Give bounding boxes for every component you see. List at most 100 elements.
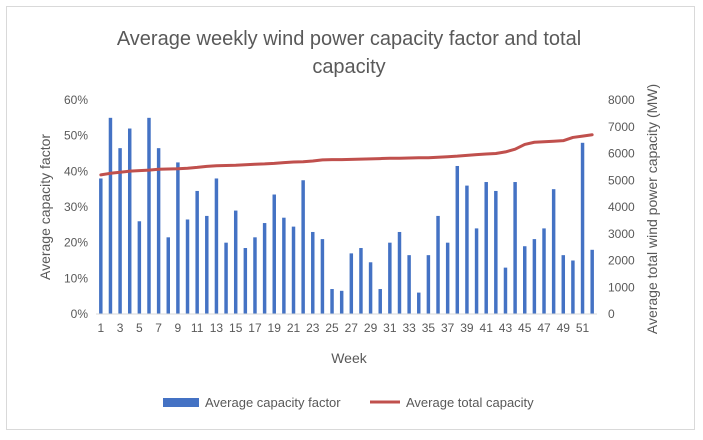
y-left-tick-label: 0% <box>71 307 89 321</box>
bar-week-45 <box>523 246 527 314</box>
x-tick-label: 47 <box>537 321 551 335</box>
bar-week-15 <box>233 210 238 314</box>
bar-week-23 <box>311 231 315 314</box>
x-tick-label: 43 <box>499 321 513 335</box>
bar-week-28 <box>359 248 363 314</box>
bar-week-26 <box>339 290 344 314</box>
y-left-tick-label: 10% <box>64 271 88 285</box>
bar-week-22 <box>301 180 305 314</box>
y-left-tick-label: 40% <box>64 164 88 178</box>
y-right-tick-label: 7000 <box>608 120 635 134</box>
line-series-total-capacity <box>99 133 594 177</box>
y-right-tick-label: 1000 <box>608 280 635 294</box>
bar-week-35 <box>426 255 431 314</box>
bar-week-47 <box>542 228 546 314</box>
bar-week-25 <box>330 289 334 314</box>
bar-week-37 <box>445 242 450 314</box>
bar-week-7 <box>156 148 161 314</box>
bar-week-38 <box>455 165 460 314</box>
x-tick-label: 39 <box>460 321 474 335</box>
y-left-tick-label: 50% <box>64 129 88 143</box>
bar-week-1 <box>99 178 103 314</box>
bar-week-30 <box>378 289 382 314</box>
bar-week-4 <box>127 128 132 314</box>
y-right-tick-label: 5000 <box>608 173 635 187</box>
y-axis-left-title: Average capacity factor <box>37 134 53 280</box>
x-tick-label: 1 <box>97 321 104 335</box>
x-tick-label: 23 <box>306 321 320 335</box>
x-tick-label: 5 <box>136 321 143 335</box>
x-tick-label: 7 <box>155 321 162 335</box>
x-tick-label: 31 <box>383 321 397 335</box>
y-left-tick-label: 20% <box>64 236 88 250</box>
bar-week-29 <box>368 262 373 314</box>
x-tick-label: 17 <box>248 321 262 335</box>
y-right-tick-label: 2000 <box>608 254 635 268</box>
x-tick-label: 11 <box>191 321 204 335</box>
x-tick-label: 41 <box>480 321 494 335</box>
bar-series-capacity-factor <box>99 117 594 314</box>
bar-week-32 <box>397 231 402 314</box>
x-tick-label: 21 <box>287 321 301 335</box>
x-tick-label: 33 <box>402 321 416 335</box>
bar-week-21 <box>291 226 296 314</box>
bar-week-40 <box>474 228 479 314</box>
chart-title-line-2: capacity <box>312 56 385 78</box>
y-right-tick-label: 4000 <box>608 200 635 214</box>
y-axis-right: 0 1000 2000 3000 4000 5000 6000 7000 8000 <box>608 93 635 321</box>
y-axis-right-title: Average total wind power capacity (MW) <box>644 84 660 334</box>
x-tick-label: 19 <box>268 321 282 335</box>
legend-swatch-capacity-factor <box>163 398 199 407</box>
bar-week-2 <box>108 117 113 314</box>
x-tick-label: 37 <box>441 321 455 335</box>
x-axis-title: Week <box>331 350 368 366</box>
bar-week-41 <box>484 182 488 314</box>
x-tick-label: 49 <box>557 321 571 335</box>
bar-week-3 <box>118 148 122 314</box>
bar-week-20 <box>282 217 286 314</box>
bar-week-46 <box>532 239 537 314</box>
bar-week-44 <box>513 182 517 314</box>
line-total-capacity <box>99 133 594 177</box>
bar-week-13 <box>214 178 219 314</box>
chart-title-line-1: Average weekly wind power capacity facto… <box>117 28 581 50</box>
bar-week-36 <box>436 215 440 314</box>
x-tick-label: 45 <box>518 321 532 335</box>
bar-week-49 <box>561 255 566 314</box>
y-axis-left: 0% 10% 20% 30% 40% 50% 60% <box>64 93 88 321</box>
x-tick-label: 29 <box>364 321 378 335</box>
bar-week-42 <box>494 190 498 314</box>
bar-week-14 <box>224 242 228 314</box>
x-tick-label: 35 <box>422 321 436 335</box>
x-tick-label: 51 <box>576 321 590 335</box>
x-tick-label: 9 <box>175 321 182 335</box>
bar-week-27 <box>349 253 354 314</box>
bar-week-50 <box>571 260 575 314</box>
bar-week-10 <box>185 219 190 314</box>
chart-area: Average weekly wind power capacity facto… <box>6 6 695 430</box>
bar-week-16 <box>243 248 248 314</box>
bar-week-17 <box>253 237 257 314</box>
bar-week-39 <box>465 185 469 314</box>
bar-week-52 <box>590 249 594 314</box>
bar-week-43 <box>503 267 508 314</box>
bar-week-8 <box>166 237 170 314</box>
chart-svg: Average weekly wind power capacity facto… <box>37 28 660 410</box>
legend-label-capacity-factor: Average capacity factor <box>205 395 341 410</box>
y-right-tick-label: 3000 <box>608 227 635 241</box>
bar-week-5 <box>137 221 142 314</box>
bar-week-12 <box>205 215 209 314</box>
bar-week-51 <box>580 142 585 314</box>
bar-week-33 <box>407 255 411 314</box>
x-tick-label: 13 <box>210 321 224 335</box>
legend: Average capacity factor Average total ca… <box>163 395 534 410</box>
bar-week-48 <box>551 189 556 314</box>
y-left-tick-label: 60% <box>64 93 88 107</box>
bar-week-19 <box>272 194 276 314</box>
bar-week-31 <box>388 242 392 314</box>
y-right-tick-label: 0 <box>608 307 615 321</box>
bar-week-6 <box>147 117 151 314</box>
x-axis: 1 3 5 7 9 11 13 15 17 19 21 23 25 27 29 31 33 35 37 39 41 43 4… <box>96 313 597 335</box>
bar-week-18 <box>262 223 267 314</box>
bar-week-34 <box>417 292 421 314</box>
